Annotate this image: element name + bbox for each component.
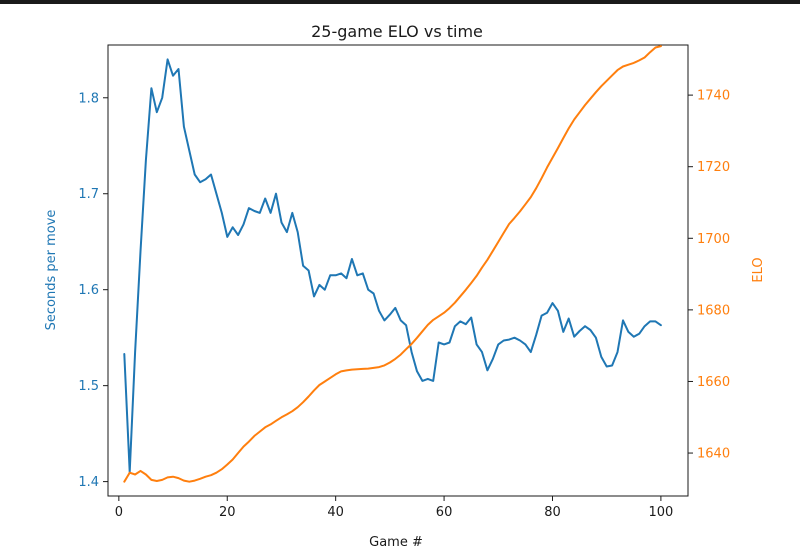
x-axis-ticks: 0 20 40 60 80 100 bbox=[115, 496, 673, 520]
x-axis-label: Game # bbox=[369, 535, 423, 550]
seconds-per-move-line bbox=[123, 58, 662, 473]
chart-title: 25-game ELO vs time bbox=[311, 22, 483, 41]
right-y-axis-label: ELO bbox=[751, 257, 766, 282]
left-y-tick-label: 1.4 bbox=[78, 475, 99, 490]
x-tick-label: 80 bbox=[544, 505, 561, 520]
elo-line bbox=[123, 45, 662, 483]
x-tick-label: 0 bbox=[115, 505, 123, 520]
right-y-tick-label: 1680 bbox=[697, 303, 730, 318]
right-axis-ticks: 1640 1660 1680 1700 1720 1740 bbox=[688, 89, 730, 462]
x-tick-label: 40 bbox=[327, 505, 344, 520]
plot-frame bbox=[107, 44, 689, 497]
right-y-tick-label: 1720 bbox=[697, 160, 730, 175]
left-y-tick-label: 1.6 bbox=[78, 283, 99, 298]
right-y-tick-label: 1740 bbox=[697, 89, 730, 104]
right-y-tick-label: 1660 bbox=[697, 375, 730, 390]
window-top-border bbox=[0, 0, 800, 4]
x-tick-label: 60 bbox=[436, 505, 453, 520]
right-y-tick-label: 1700 bbox=[697, 232, 730, 247]
series-layer bbox=[123, 45, 662, 483]
left-y-tick-label: 1.5 bbox=[78, 379, 99, 394]
x-tick-label: 20 bbox=[219, 505, 236, 520]
left-y-tick-label: 1.7 bbox=[78, 187, 99, 202]
x-tick-label: 100 bbox=[648, 505, 673, 520]
left-y-tick-label: 1.8 bbox=[78, 91, 99, 106]
right-y-tick-label: 1640 bbox=[697, 447, 730, 462]
left-axis-ticks: 1.4 1.5 1.6 1.7 1.8 bbox=[78, 91, 108, 490]
left-y-axis-label: Seconds per move bbox=[44, 210, 59, 331]
